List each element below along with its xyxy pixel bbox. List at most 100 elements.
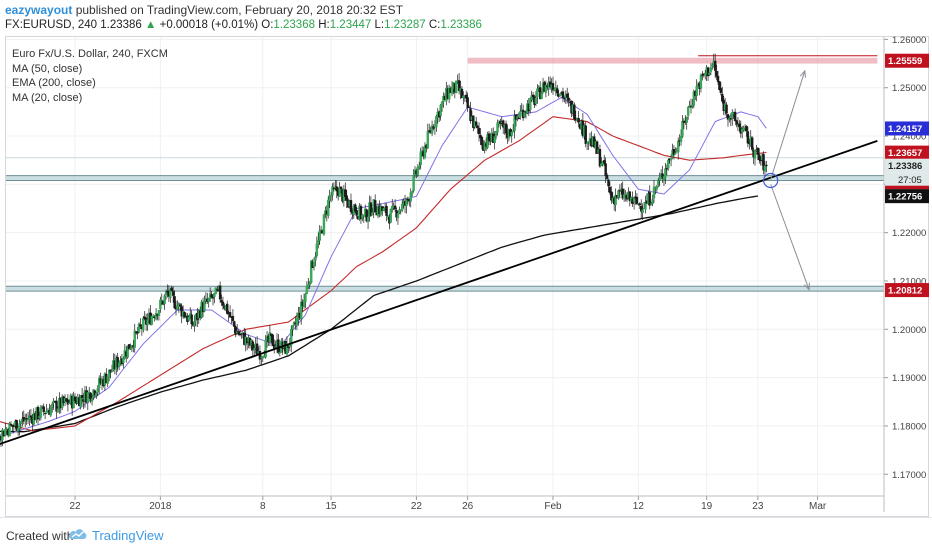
candle-up [19, 421, 23, 424]
legend-ma50[interactable]: MA (50, close) [12, 62, 83, 75]
candle-up [264, 340, 267, 358]
candle-up [742, 127, 745, 131]
candle-down [756, 147, 760, 155]
legend-title: Euro Fx/U.S. Dollar, 240, FXCM [12, 48, 168, 60]
chart-legend: Euro Fx/U.S. Dollar, 240, FXCM MA (50, c… [12, 47, 168, 105]
candle-down [577, 118, 580, 123]
candle-up [679, 136, 683, 142]
high-value: 1.23447 [329, 19, 372, 31]
candle-up [51, 403, 54, 408]
candle-down [477, 127, 481, 135]
candle-down [345, 195, 348, 201]
candle-down [466, 97, 469, 108]
quote-line: FX:EURUSD, 240 1.23386 ▲ +0.00018 (+0.01… [5, 19, 482, 31]
candle-up [763, 165, 767, 172]
candle-down [211, 297, 215, 299]
published-text: published on TradingView.com, February 2… [75, 3, 404, 17]
candles-layer [0, 53, 768, 447]
candle-up [435, 115, 438, 128]
candle-up [523, 112, 526, 117]
candle-up [695, 86, 698, 97]
candle-down [36, 406, 40, 420]
candle-down [556, 88, 559, 94]
price-label-box [885, 145, 929, 160]
candle-up [496, 122, 499, 133]
candle-up [328, 195, 331, 202]
candle-down [457, 80, 461, 91]
candle-down [721, 93, 724, 102]
legend-ma20[interactable]: MA (20, close) [12, 91, 83, 104]
x-tick-label: 22 [69, 501, 81, 512]
y-tick-label: 1.17000 [892, 470, 926, 481]
candle-up [338, 187, 341, 197]
candle-down [762, 154, 765, 171]
candle-up [741, 128, 744, 133]
ma-20-line [0, 96, 767, 436]
candle-down [638, 203, 641, 206]
candle-down [349, 200, 353, 212]
candle-down [718, 81, 721, 90]
y-tick-label: 1.19000 [892, 373, 926, 384]
candle-up [412, 175, 415, 192]
candle-down [745, 125, 748, 132]
candle-up [299, 301, 303, 320]
candle-up [327, 199, 330, 216]
candle-up [142, 318, 145, 331]
candle-up [699, 74, 703, 89]
candle-up [600, 163, 603, 166]
candle-down [608, 186, 612, 193]
candle-up [651, 199, 654, 204]
candle-up [361, 214, 364, 219]
candle-up [652, 186, 656, 199]
candle-down [93, 390, 97, 396]
candle-down [476, 125, 479, 128]
candle-up [493, 136, 496, 143]
candle-down [735, 120, 738, 126]
created-with-text: Created with [6, 529, 74, 543]
y-tick-label: 1.24000 [892, 132, 926, 143]
price-label: 1.22756 [888, 192, 922, 203]
x-tick-label: 12 [633, 501, 645, 512]
candle-up [624, 194, 627, 196]
candle-down [460, 88, 464, 98]
candle-up [511, 131, 515, 133]
x-tick-label: 8 [260, 501, 266, 512]
candle-down [621, 188, 624, 199]
candle-down [746, 131, 750, 144]
horizontal-zones [6, 55, 884, 292]
candle-up [674, 152, 677, 155]
candle-up [146, 319, 149, 326]
tradingview-brand[interactable]: TradingView [92, 528, 164, 543]
candle-up [731, 112, 734, 119]
time-axis: 182220188152226Feb121923Mar [6, 495, 884, 512]
x-tick-label: 22 [411, 501, 423, 512]
candle-up [187, 316, 191, 321]
legend-ema200[interactable]: EMA (200, close) [12, 77, 96, 89]
candle-up [107, 369, 111, 378]
candle-down [584, 125, 587, 144]
candle-down [566, 93, 569, 98]
candle-up [536, 88, 539, 97]
candle-down [354, 204, 357, 212]
candle-up [416, 166, 420, 176]
candle-down [355, 210, 358, 216]
candle-down [22, 417, 25, 422]
candle-down [480, 136, 484, 145]
projection-arrow-down [770, 184, 810, 290]
x-tick-label: 23 [752, 501, 764, 512]
candle-down [648, 192, 651, 206]
candle-up [655, 185, 659, 190]
price-label-box [885, 121, 929, 136]
close-value: 1.23386 [440, 19, 482, 31]
candle-down [661, 173, 664, 180]
candle-up [307, 284, 310, 288]
candle-down [618, 190, 622, 192]
candle-up [122, 358, 125, 363]
candle-down [143, 316, 146, 319]
candle-down [234, 326, 237, 335]
price-label: 1.23657 [888, 148, 922, 159]
candle-down [80, 395, 84, 399]
author-link[interactable]: eazywayout [5, 3, 73, 17]
candle-up [423, 145, 427, 158]
